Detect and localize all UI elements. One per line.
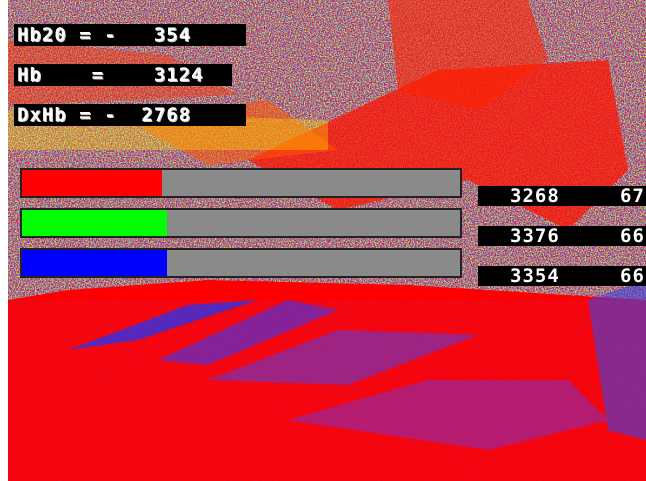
red-value: 3268 [510,186,560,206]
thermal-view: Hb20 = - 354 Hb = 3124 DxHb = - 2768 326… [8,0,646,481]
green-level-fill [22,210,167,236]
blue-extra-value: 66 [620,266,645,286]
green-level-bar [20,208,462,238]
hb20-readout: Hb20 = - 354 [14,24,246,46]
green-value: 3376 [510,226,560,246]
red-value-readout: 3268 67 [478,186,646,206]
red-level-fill [22,170,163,196]
blue-level-fill [22,250,167,276]
green-extra-value: 66 [620,226,645,246]
blue-value: 3354 [510,266,560,286]
red-level-bar [20,168,462,198]
dxhb-readout: DxHb = - 2768 [14,104,246,126]
blue-value-readout: 3354 66 [478,266,646,286]
hb-readout: Hb = 3124 [14,64,232,86]
green-value-readout: 3376 66 [478,226,646,246]
red-extra-value: 67 [620,186,645,206]
blue-level-bar [20,248,462,278]
